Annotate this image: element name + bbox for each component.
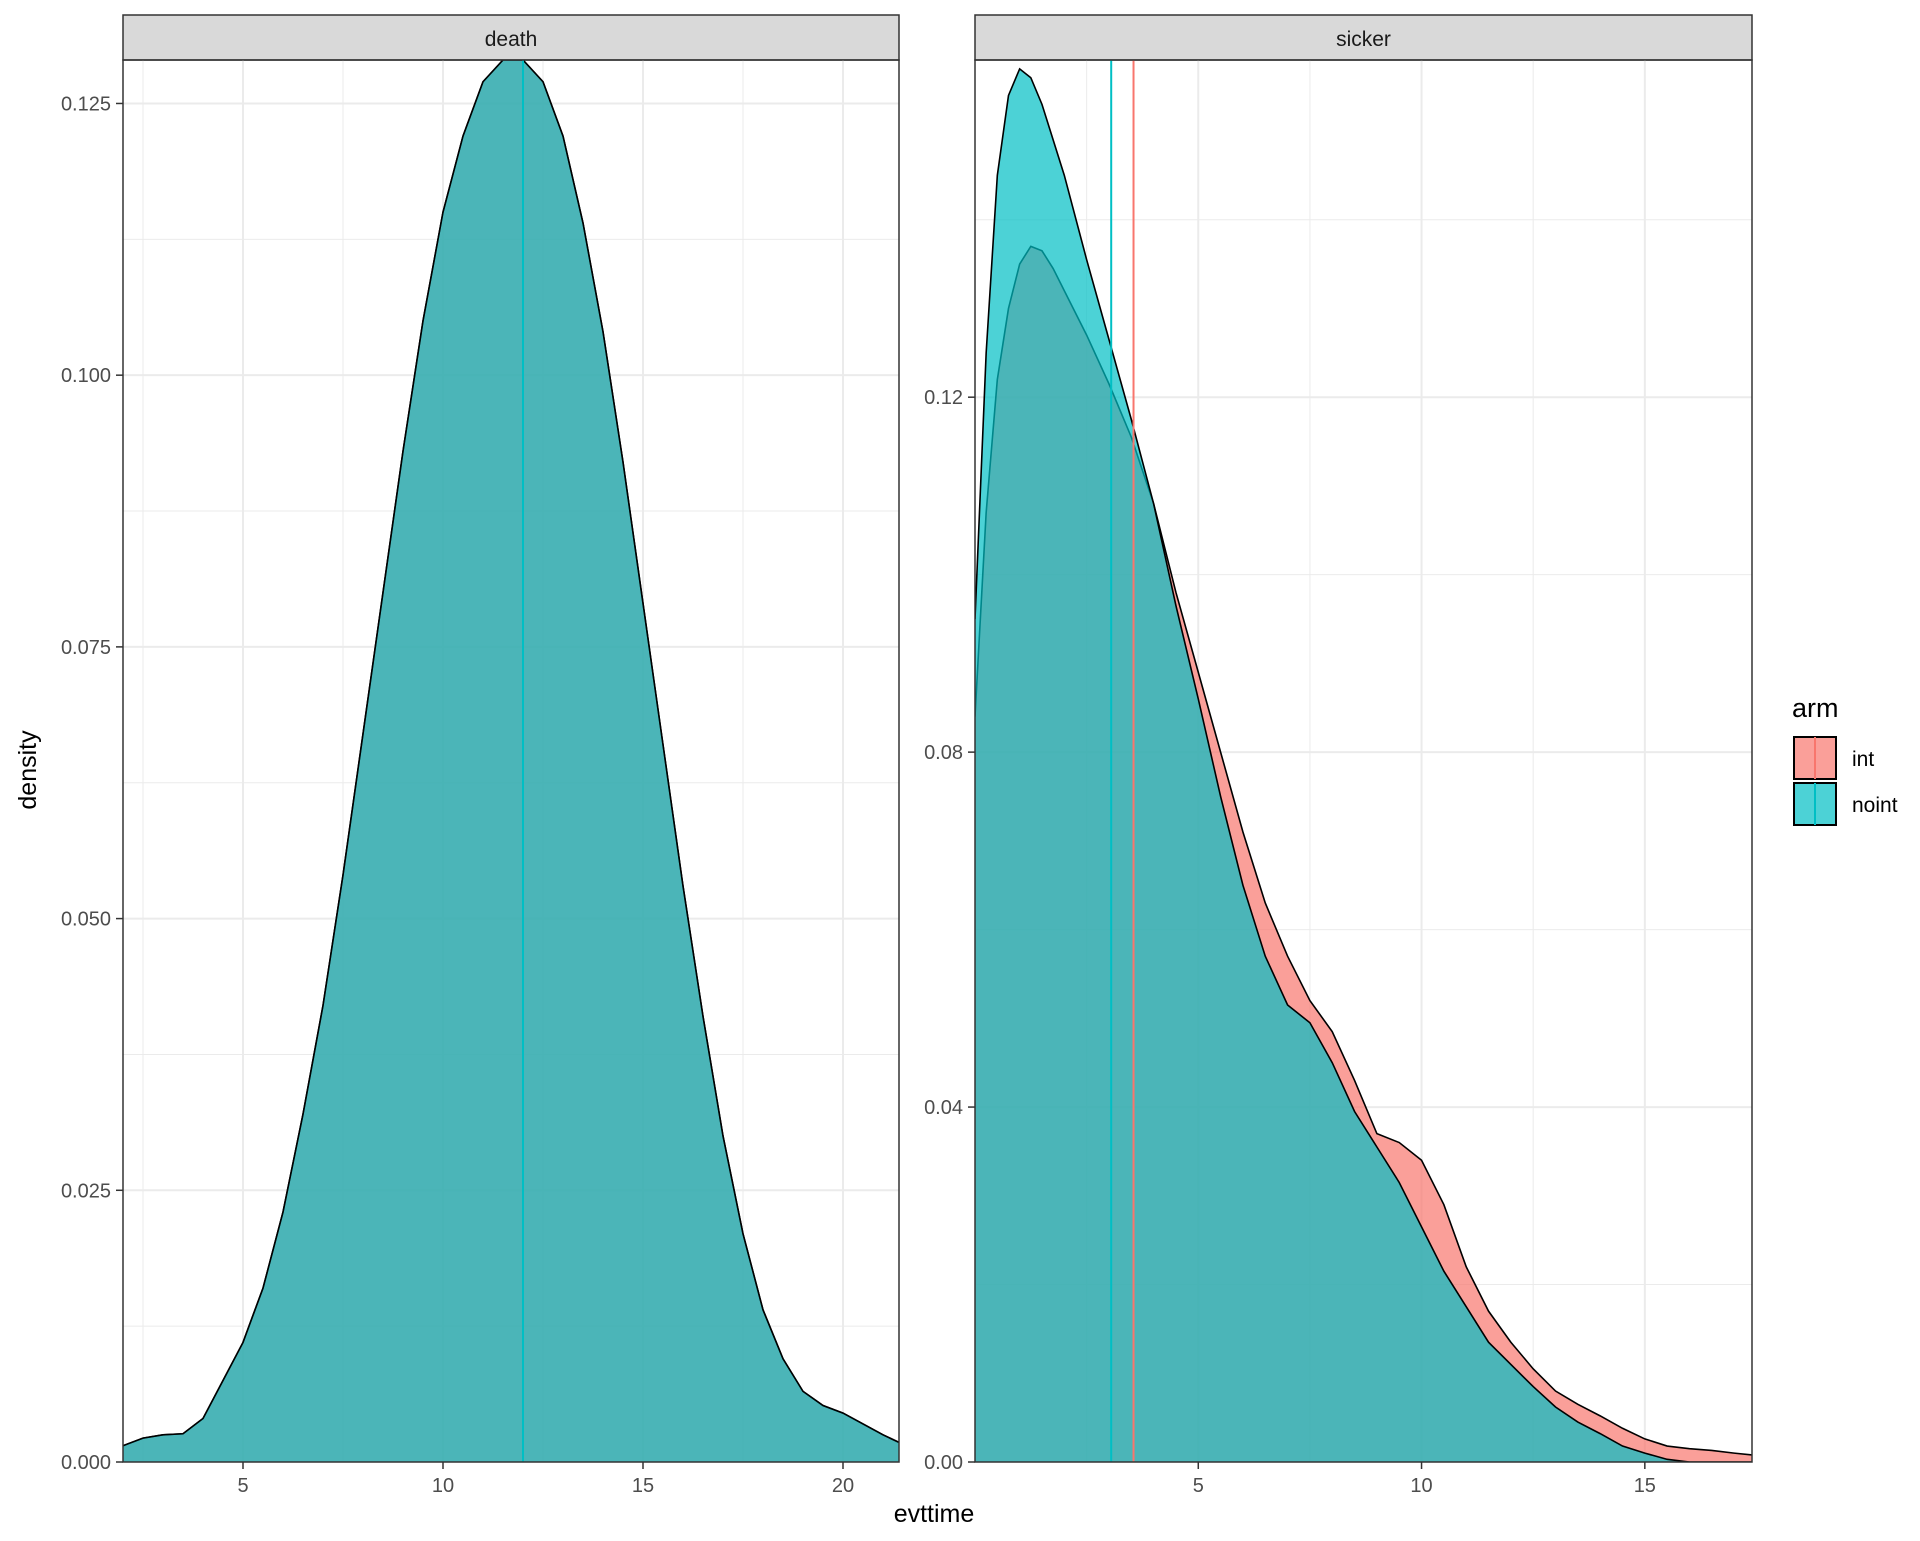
strip-background-death <box>122 14 900 61</box>
x-tick-label: 5 <box>1193 1475 1204 1497</box>
legend-label-int: int <box>1852 748 1874 771</box>
panel-death: death 5 10 15 20 0.000 0.025 0.050 0.075 0.100 0.1… <box>61 14 900 1497</box>
density-area-noint <box>123 60 899 1462</box>
strip-label-death: death <box>485 28 538 51</box>
y-tick-label: 0.000 <box>61 1452 111 1474</box>
legend-key-noint: noint <box>1793 782 1898 826</box>
y-tick-label: 0.050 <box>61 909 111 931</box>
x-tick-label: 20 <box>832 1475 854 1497</box>
y-tick-label: 0.025 <box>61 1180 111 1202</box>
density-outline-noint <box>123 60 899 1447</box>
x-axis-title: evttime <box>894 1500 975 1528</box>
panel-border-sicker <box>974 59 1753 1463</box>
panels-layer: death 5 10 15 20 0.000 0.025 0.050 0.075 0.100 0.1… <box>61 14 1753 1497</box>
panel-sicker: sicker 5 10 15 0.00 0.04 0.08 0.12 <box>924 14 1753 1497</box>
x-tick-label: 10 <box>432 1475 454 1497</box>
x-tick-label: 15 <box>1634 1475 1656 1497</box>
y-tick-label: 0.100 <box>61 365 111 387</box>
density-outline-noint <box>975 67 1752 1462</box>
density-areas-death <box>123 60 899 1462</box>
y-tick-label: 0.08 <box>924 742 963 764</box>
y-tick-label: 0.12 <box>924 387 963 409</box>
x-tick-label: 10 <box>1410 1475 1432 1497</box>
legend-title: arm <box>1792 693 1839 723</box>
strip-label-sicker: sicker <box>1336 28 1391 51</box>
y-axis-title: density <box>14 730 42 810</box>
x-tick-label: 15 <box>632 1475 654 1497</box>
density-area-noint <box>975 68 1752 1462</box>
x-tick-label: 5 <box>237 1475 248 1497</box>
y-tick-label: 0.125 <box>61 93 111 115</box>
density-areas-sicker <box>975 60 1752 1462</box>
legend-label-noint: noint <box>1852 794 1898 817</box>
panel-border-death <box>122 59 900 1463</box>
y-tick-label: 0.04 <box>924 1097 963 1119</box>
y-tick-label: 0.075 <box>61 637 111 659</box>
legend: arm int noint <box>1792 693 1898 826</box>
legend-key-int: int <box>1793 736 1874 780</box>
y-tick-label: 0.00 <box>924 1452 963 1474</box>
strip-background-sicker <box>974 14 1753 61</box>
